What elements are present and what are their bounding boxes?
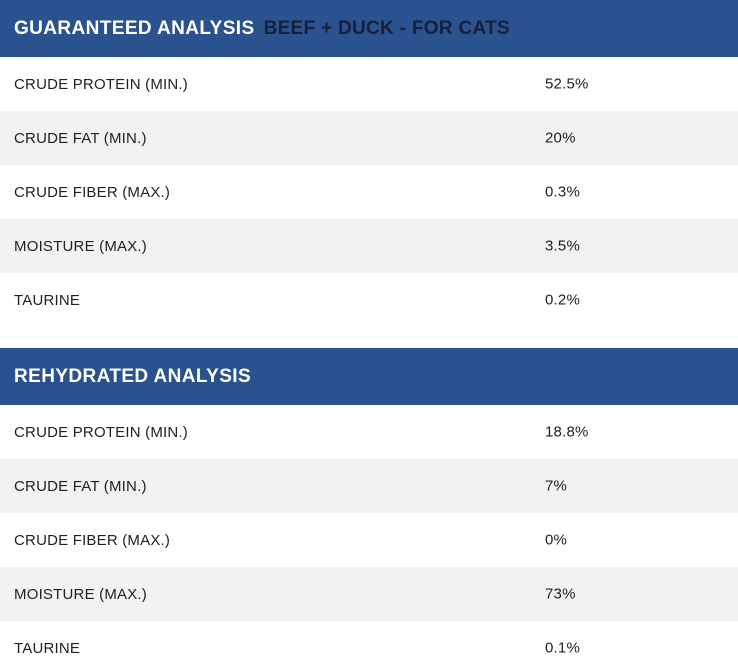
row-label: CRUDE PROTEIN (MIN.) (14, 75, 188, 93)
row-label: CRUDE PROTEIN (MIN.) (14, 423, 188, 441)
guaranteed-analysis-header: GUARANTEED ANALYSIS BEEF + DUCK - FOR CA… (0, 0, 738, 57)
row-label: CRUDE FIBER (MAX.) (14, 183, 171, 201)
row-label: TAURINE (14, 291, 81, 309)
table-row: CRUDE FIBER (MAX.) 0% (0, 513, 738, 567)
table-row: CRUDE FAT (MIN.) 20% (0, 111, 738, 165)
guaranteed-analysis-table: CRUDE PROTEIN (MIN.) 52.5% CRUDE FAT (MI… (0, 57, 738, 327)
table-row: TAURINE 0.2% (0, 273, 738, 327)
table-row: CRUDE PROTEIN (MIN.) 52.5% (0, 57, 738, 111)
row-value: 52.5% (545, 75, 589, 93)
table-row: CRUDE FAT (MIN.) 7% (0, 459, 738, 513)
row-label: TAURINE (14, 639, 81, 657)
row-value: 3.5% (545, 237, 580, 255)
row-value: 0% (545, 531, 568, 549)
rehydrated-analysis-table: CRUDE PROTEIN (MIN.) 18.8% CRUDE FAT (MI… (0, 405, 738, 663)
table-row: MOISTURE (MAX.) 3.5% (0, 219, 738, 273)
row-label: CRUDE FAT (MIN.) (14, 477, 147, 495)
rehydrated-analysis-header: REHYDRATED ANALYSIS (0, 348, 738, 405)
rehydrated-analysis-section: REHYDRATED ANALYSIS CRUDE PROTEIN (MIN.)… (0, 348, 738, 663)
row-label: CRUDE FAT (MIN.) (14, 129, 147, 147)
row-value: 0.1% (545, 639, 580, 657)
row-label: MOISTURE (MAX.) (14, 237, 147, 255)
product-name-subtitle: BEEF + DUCK - FOR CATS (263, 17, 510, 39)
row-value: 7% (545, 477, 568, 495)
row-label: MOISTURE (MAX.) (14, 585, 147, 603)
row-value: 0.3% (545, 183, 580, 201)
table-row: CRUDE FIBER (MAX.) 0.3% (0, 165, 738, 219)
guaranteed-analysis-section: GUARANTEED ANALYSIS BEEF + DUCK - FOR CA… (0, 0, 738, 327)
table-row: MOISTURE (MAX.) 73% (0, 567, 738, 621)
row-value: 0.2% (545, 291, 580, 309)
section-title: REHYDRATED ANALYSIS (14, 365, 252, 387)
row-value: 73% (545, 585, 576, 603)
row-value: 18.8% (545, 423, 589, 441)
row-label: CRUDE FIBER (MAX.) (14, 531, 171, 549)
section-title: GUARANTEED ANALYSIS (14, 17, 255, 39)
row-value: 20% (545, 129, 576, 147)
table-row: TAURINE 0.1% (0, 621, 738, 663)
table-row: CRUDE PROTEIN (MIN.) 18.8% (0, 405, 738, 459)
